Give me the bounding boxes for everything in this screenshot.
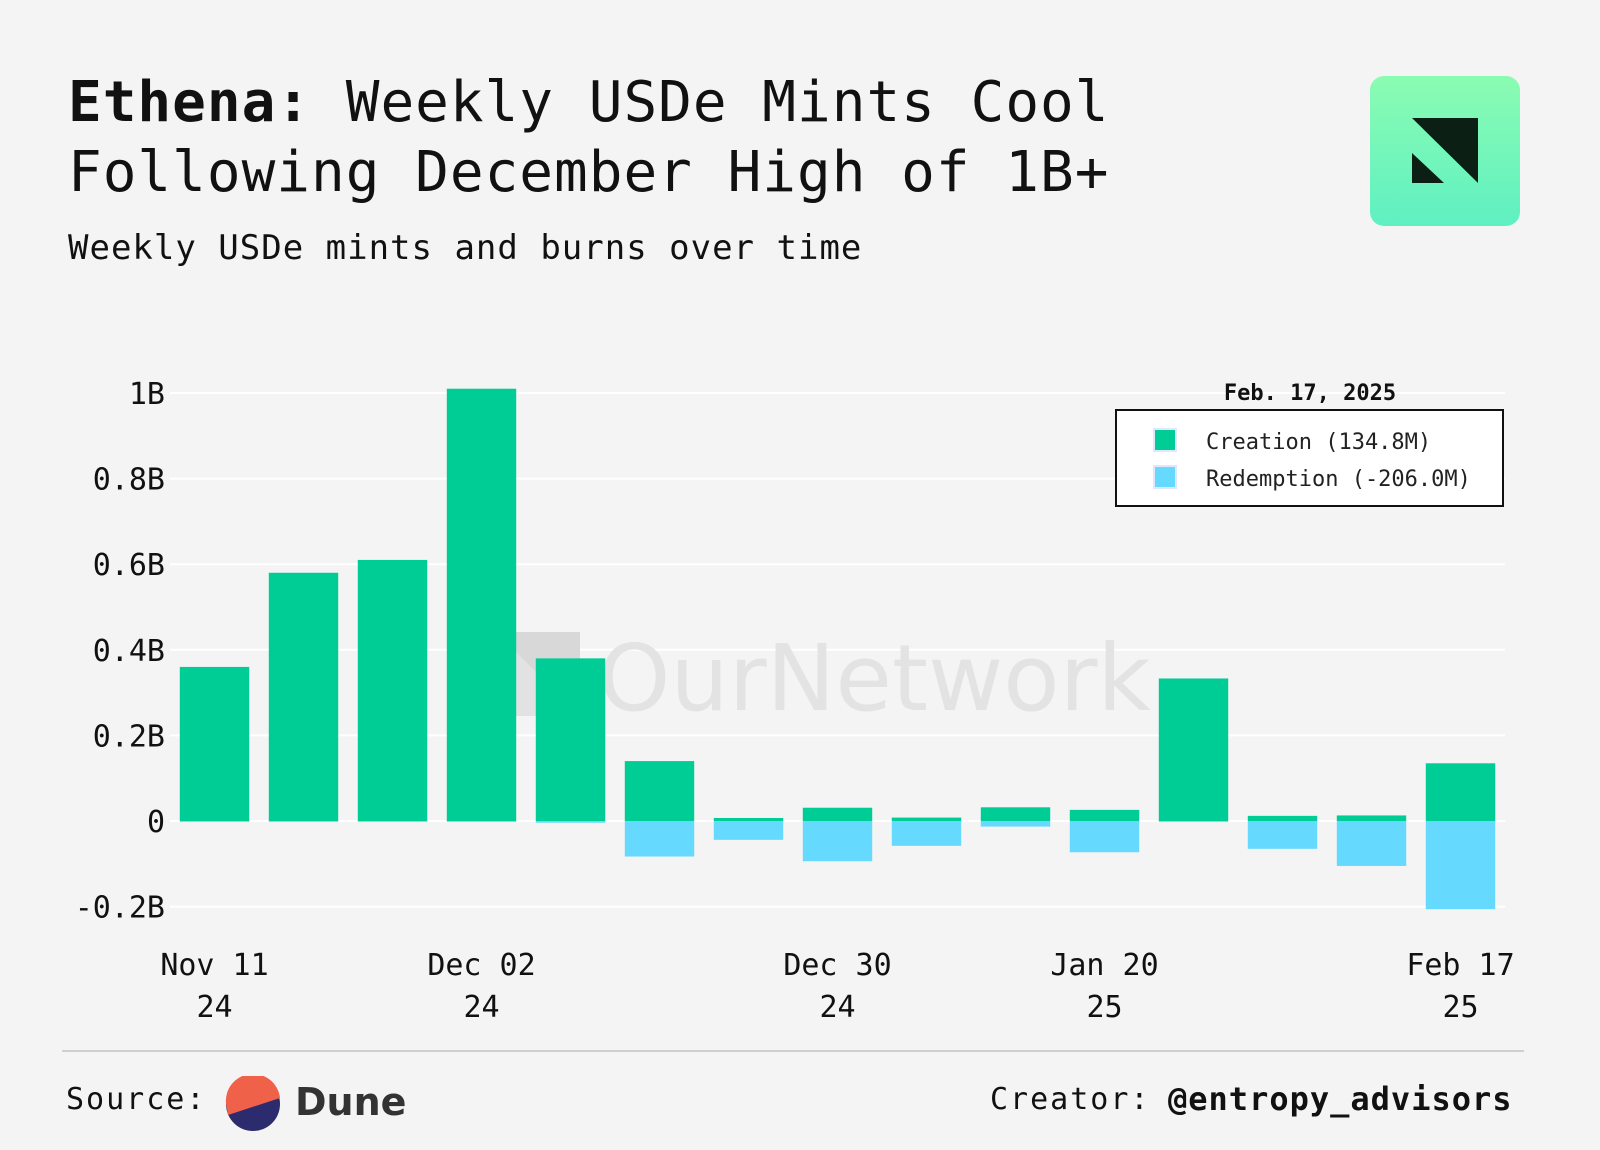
bar-redemption-2025-01-13 bbox=[980, 821, 1051, 827]
bar-creation-2025-01-27 bbox=[1158, 678, 1229, 821]
legend-label-redemption: Redemption (-206.0M) bbox=[1206, 467, 1471, 492]
bar-redemption-2024-12-16 bbox=[624, 821, 695, 857]
watermark-text: OurNetwork bbox=[598, 625, 1151, 732]
bar-creation-2024-11-18 bbox=[268, 572, 339, 821]
y-axis-tick-labels: -0.2B 0 0.2B 0.4B 0.6B 0.8B 1B bbox=[75, 377, 165, 926]
bar-redemption-2024-12-09 bbox=[535, 821, 606, 823]
bar-creation-2025-01-06 bbox=[891, 817, 962, 821]
bar-creation-2024-12-30 bbox=[802, 807, 873, 821]
legend-title: Feb. 17, 2025 bbox=[1224, 381, 1396, 406]
dune-logo-icon bbox=[225, 1076, 280, 1131]
bar-creation-2024-11-25 bbox=[357, 559, 428, 821]
y-tick-label: 0 bbox=[147, 805, 165, 840]
x-axis-tick-labels: Nov 11 24 Dec 02 24 Dec 30 24 Jan 20 25 Feb 17 25 bbox=[160, 948, 1514, 1025]
legend: Feb. 17, 2025 Creation (134.8M) Redempti… bbox=[1115, 381, 1504, 507]
bar-redemption-2025-01-06 bbox=[891, 821, 962, 846]
bar-redemption-2025-01-27 bbox=[1158, 821, 1229, 822]
legend-swatch-redemption bbox=[1153, 465, 1177, 489]
bar-redemption-2024-11-11 bbox=[179, 821, 250, 822]
legend-label-creation: Creation (134.8M) bbox=[1206, 430, 1431, 455]
y-tick-label: 0.4B bbox=[93, 634, 165, 669]
chart-area: OurNetwork -0.2B 0 0.2B 0.4B 0.6B 0.8B 1B Nov … bbox=[75, 377, 1515, 1025]
legend-box bbox=[1115, 409, 1504, 507]
y-tick-label: 0.8B bbox=[93, 463, 165, 498]
bar-creation-2025-02-10 bbox=[1336, 815, 1407, 821]
bar-creation-2024-11-11 bbox=[179, 666, 250, 821]
bar-redemption-2025-02-17 bbox=[1425, 821, 1496, 910]
x-tick-label: Nov 11 24 bbox=[160, 948, 268, 1025]
bar-creation-2024-12-02 bbox=[446, 388, 517, 821]
x-tick-label: Feb 17 25 bbox=[1406, 948, 1514, 1025]
bar-creation-2025-02-17 bbox=[1425, 763, 1496, 821]
bar-redemption-2024-11-25 bbox=[357, 821, 428, 822]
legend-swatch-creation bbox=[1153, 428, 1177, 452]
footer-divider bbox=[62, 1050, 1524, 1052]
bars bbox=[179, 388, 1496, 910]
bar-redemption-2024-12-23 bbox=[713, 821, 784, 840]
ournetwork-logo bbox=[1370, 76, 1520, 226]
bar-redemption-2025-01-20 bbox=[1069, 821, 1140, 853]
source-label: Source: bbox=[66, 1082, 207, 1117]
y-tick-label: 0.6B bbox=[93, 548, 165, 583]
bar-redemption-2025-02-10 bbox=[1336, 821, 1407, 866]
y-tick-label: 0.2B bbox=[93, 719, 165, 754]
bar-creation-2025-01-13 bbox=[980, 807, 1051, 821]
chart-subtitle: Weekly USDe mints and burns over time bbox=[68, 228, 863, 268]
bar-redemption-2024-12-02 bbox=[446, 821, 517, 822]
y-tick-label: 1B bbox=[129, 377, 165, 412]
chart-title-rest: Weekly USDe Mints Cool Following Decembe… bbox=[68, 70, 1110, 205]
creator-label: Creator: bbox=[990, 1082, 1151, 1117]
source-name: Dune bbox=[295, 1080, 407, 1124]
bar-creation-2025-02-03 bbox=[1247, 815, 1318, 821]
bar-creation-2024-12-16 bbox=[624, 761, 695, 821]
chart-title: Ethena: Weekly USDe Mints Cool Following… bbox=[68, 68, 1268, 208]
x-tick-label: Jan 20 25 bbox=[1050, 948, 1158, 1025]
bar-creation-2025-01-20 bbox=[1069, 809, 1140, 821]
x-tick-label: Dec 30 24 bbox=[783, 948, 891, 1025]
bar-creation-2024-12-09 bbox=[535, 658, 606, 821]
ournetwork-logo-icon bbox=[1412, 118, 1478, 183]
bar-redemption-2024-11-18 bbox=[268, 821, 339, 822]
chart-title-bold: Ethena: bbox=[68, 70, 312, 135]
bar-creation-2024-12-23 bbox=[713, 818, 784, 821]
bar-redemption-2025-02-03 bbox=[1247, 821, 1318, 849]
bar-redemption-2024-12-30 bbox=[802, 821, 873, 862]
creator-handle: @entropy_advisors bbox=[1168, 1080, 1513, 1118]
x-tick-label: Dec 02 24 bbox=[427, 948, 535, 1025]
y-tick-label: -0.2B bbox=[75, 891, 165, 926]
